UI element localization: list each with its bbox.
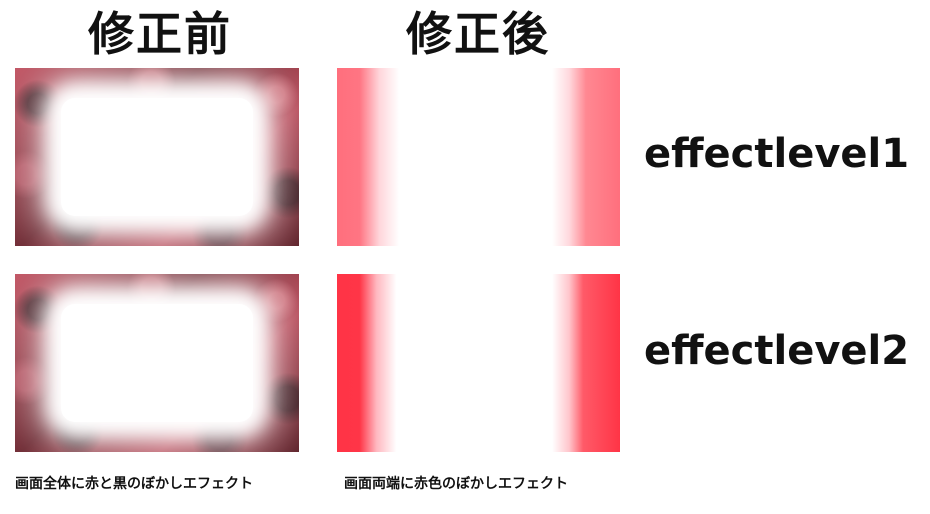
caption-before: 画面全体に赤と黒のぼかしエフェクト <box>15 476 253 492</box>
caption-after: 画面両端に赤色のぼかしエフェクト <box>344 476 568 492</box>
blurred-center <box>61 98 253 216</box>
before-effect-level2-image <box>15 274 299 452</box>
blurred-center <box>61 304 253 422</box>
heading-after: 修正後 <box>406 7 550 61</box>
after-effect-level1-image <box>337 68 620 246</box>
heading-before: 修正前 <box>88 7 232 61</box>
before-effect-level1-image <box>15 68 299 246</box>
effect-level1-label: effectlevel1 <box>644 131 910 177</box>
after-effect-level2-image <box>337 274 620 452</box>
effect-level2-label: effectlevel2 <box>644 328 910 374</box>
